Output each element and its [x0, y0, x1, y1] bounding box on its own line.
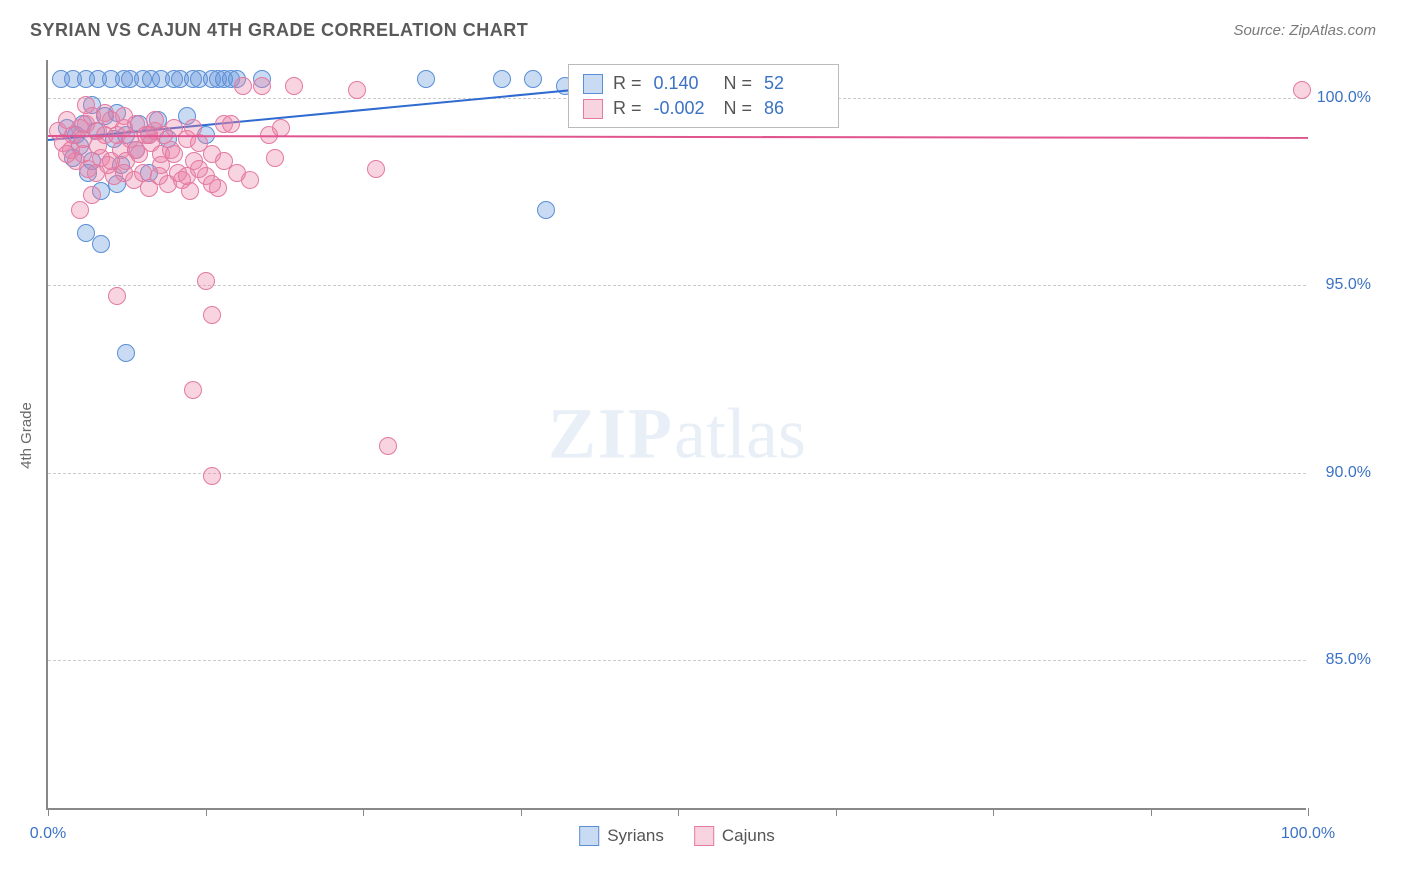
data-point — [234, 77, 252, 95]
data-point — [203, 306, 221, 324]
legend-swatch — [694, 826, 714, 846]
data-point — [108, 287, 126, 305]
gridline-h — [48, 660, 1306, 661]
data-point — [524, 70, 542, 88]
y-axis-label: 4th Grade — [18, 402, 35, 469]
r-label: R = — [613, 98, 642, 119]
data-point — [77, 96, 95, 114]
x-tick-label: 0.0% — [30, 825, 66, 843]
legend-label: Cajuns — [722, 826, 775, 846]
data-point — [58, 145, 76, 163]
data-point — [184, 119, 202, 137]
watermark: ZIPatlas — [548, 393, 806, 476]
data-point — [379, 437, 397, 455]
legend-label: Syrians — [607, 826, 664, 846]
data-point — [203, 467, 221, 485]
data-point — [71, 201, 89, 219]
data-point — [115, 164, 133, 182]
trend-line — [48, 135, 1308, 139]
legend-bottom: Syrians Cajuns — [579, 826, 775, 846]
chart-area: 4th Grade ZIPatlas 85.0%90.0%95.0%100.0%… — [46, 60, 1356, 810]
data-point — [96, 104, 114, 122]
data-point — [253, 77, 271, 95]
watermark-bold: ZIP — [548, 394, 674, 474]
data-point — [348, 81, 366, 99]
x-tick — [678, 808, 679, 816]
x-tick — [1308, 808, 1309, 816]
data-point — [537, 201, 555, 219]
plot-region: ZIPatlas 85.0%90.0%95.0%100.0%0.0%100.0%… — [46, 60, 1306, 810]
n-label: N = — [724, 98, 753, 119]
data-point — [215, 152, 233, 170]
data-point — [367, 160, 385, 178]
y-tick-label: 90.0% — [1326, 464, 1371, 482]
legend-swatch — [579, 826, 599, 846]
data-point — [197, 272, 215, 290]
x-tick — [206, 808, 207, 816]
data-point — [92, 235, 110, 253]
y-tick-label: 100.0% — [1317, 89, 1371, 107]
data-point — [272, 119, 290, 137]
r-value: 0.140 — [654, 73, 714, 94]
n-value: 52 — [764, 73, 824, 94]
r-label: R = — [613, 73, 642, 94]
data-point — [127, 141, 145, 159]
data-point — [146, 111, 164, 129]
gridline-h — [48, 473, 1306, 474]
data-point — [222, 115, 240, 133]
data-point — [493, 70, 511, 88]
legend-swatch — [583, 74, 603, 94]
chart-header: SYRIAN VS CAJUN 4TH GRADE CORRELATION CH… — [0, 0, 1406, 51]
x-tick — [993, 808, 994, 816]
chart-source: Source: ZipAtlas.com — [1233, 22, 1376, 39]
x-tick — [521, 808, 522, 816]
legend-swatch — [583, 99, 603, 119]
stats-row: R = -0.002 N = 86 — [583, 96, 824, 121]
data-point — [285, 77, 303, 95]
data-point — [165, 145, 183, 163]
x-tick — [363, 808, 364, 816]
legend-item: Syrians — [579, 826, 664, 846]
data-point — [203, 175, 221, 193]
data-point — [115, 107, 133, 125]
n-label: N = — [724, 73, 753, 94]
data-point — [89, 137, 107, 155]
stats-box: R = 0.140 N = 52 R = -0.002 N = 86 — [568, 64, 839, 128]
y-tick-label: 85.0% — [1326, 651, 1371, 669]
gridline-h — [48, 285, 1306, 286]
r-value: -0.002 — [654, 98, 714, 119]
data-point — [117, 344, 135, 362]
y-axis-label-wrap: 4th Grade — [16, 60, 36, 810]
data-point — [266, 149, 284, 167]
chart-title: SYRIAN VS CAJUN 4TH GRADE CORRELATION CH… — [30, 20, 528, 41]
data-point — [417, 70, 435, 88]
n-value: 86 — [764, 98, 824, 119]
x-tick — [836, 808, 837, 816]
data-point — [184, 381, 202, 399]
x-tick — [1151, 808, 1152, 816]
y-tick-label: 95.0% — [1326, 276, 1371, 294]
data-point — [1293, 81, 1311, 99]
stats-row: R = 0.140 N = 52 — [583, 71, 824, 96]
data-point — [241, 171, 259, 189]
data-point — [83, 186, 101, 204]
data-point — [190, 160, 208, 178]
x-tick-label: 100.0% — [1281, 825, 1335, 843]
x-tick — [48, 808, 49, 816]
legend-item: Cajuns — [694, 826, 775, 846]
watermark-light: atlas — [674, 394, 806, 474]
